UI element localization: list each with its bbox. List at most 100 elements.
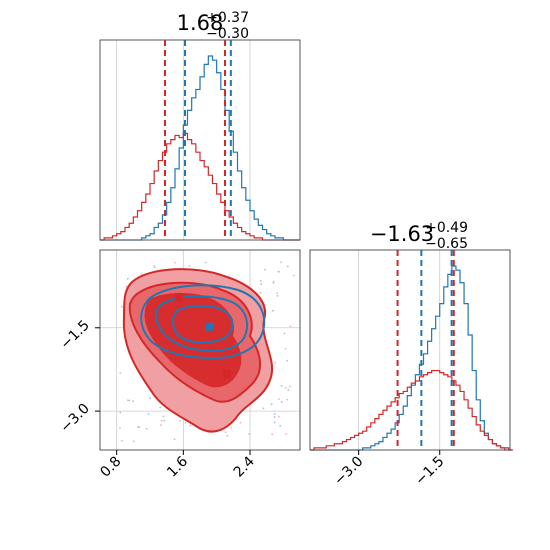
contour-ytick-label: −1.5 (57, 317, 92, 352)
scatter-point (280, 401, 283, 403)
hist2-xtick-label: −3.0 (331, 454, 366, 489)
contour-xtick-label: 2.4 (231, 453, 258, 480)
hist2-series-red (310, 369, 513, 451)
scatter-point (277, 415, 280, 418)
hist1-title-main: 1.68 (177, 11, 224, 35)
scatter-point (147, 413, 150, 416)
scatter-point (226, 434, 229, 437)
scatter-point (276, 292, 279, 295)
contour-ytick-label: −3.0 (57, 401, 92, 436)
scatter-point (283, 332, 286, 335)
scatter-point (188, 264, 191, 267)
scatter-point (264, 268, 266, 271)
contour-xtick-label: 0.8 (97, 454, 124, 481)
hist2-title-main: −1.63 (370, 222, 434, 246)
scatter-point (137, 425, 140, 428)
scatter-point (119, 411, 122, 414)
median-marker (175, 293, 184, 302)
scatter-point (271, 433, 274, 436)
scatter-point (276, 294, 279, 297)
scatter-point (140, 273, 143, 275)
scatter-point (273, 413, 276, 416)
scatter-point (159, 406, 162, 409)
hist2-title: −1.63 (370, 222, 434, 246)
hist1-title-sub: −0.30 (206, 26, 249, 42)
scatter-point (277, 398, 280, 400)
scatter-point (293, 274, 295, 277)
scatter-point (280, 385, 283, 387)
scatter-point (271, 309, 274, 312)
scatter-point (163, 419, 166, 422)
scatter-point (279, 424, 282, 427)
scatter-point (159, 424, 162, 427)
median-marker (222, 369, 231, 378)
scatter-point (126, 399, 129, 402)
scatter-point (272, 281, 275, 284)
scatter-point (120, 305, 123, 308)
scatter-point (145, 427, 148, 430)
scatter-point (287, 389, 290, 391)
blue-contour-mid (154, 295, 249, 352)
scatter-point (239, 421, 242, 424)
scatter-point (289, 325, 292, 328)
scatter-point (273, 421, 276, 424)
scatter-point (286, 265, 289, 268)
scatter-point (128, 399, 131, 402)
scatter-point (284, 387, 287, 389)
blue-contour-inner (172, 304, 234, 344)
hist2-frame (309, 249, 511, 451)
contour-yaxis: −3.0 −1.5 (57, 317, 100, 436)
scatter-point (189, 424, 192, 427)
scatter-point (125, 285, 128, 288)
hist1-frame (99, 39, 301, 241)
hist1-title: 1.68 (177, 11, 224, 35)
hist2-panel (309, 249, 513, 451)
hist2-title-sub: −0.65 (425, 236, 468, 252)
scatter-point (260, 283, 263, 286)
median-marker (206, 322, 214, 331)
scatter-point (277, 270, 280, 273)
scatter-point (259, 279, 262, 282)
scatter-point (149, 397, 152, 399)
scatter-point (132, 400, 135, 403)
scatter-point (274, 361, 277, 364)
hist1-series-blue (100, 55, 300, 241)
contour-xaxis: 0.8 1.6 2.4 (97, 450, 258, 481)
scatter-point (132, 440, 135, 443)
scatter-point (153, 265, 156, 268)
scatter-point (285, 432, 287, 435)
hist2-xaxis: −3.0 −1.5 (331, 450, 448, 489)
scatter-point (286, 398, 288, 401)
contour-frame (99, 249, 301, 451)
scatter-point (259, 291, 262, 294)
scatter-point (162, 415, 165, 418)
hist1-title-sup: +0.37 (206, 10, 249, 26)
scatter-point (286, 359, 289, 362)
scatter-point (270, 403, 273, 406)
scatter-point (204, 261, 207, 264)
scatter-point (179, 419, 181, 422)
scatter-point (126, 277, 129, 280)
scatter-point (121, 439, 123, 442)
scatter-point (262, 407, 265, 410)
scatter-point (174, 261, 176, 264)
scatter-point (280, 261, 283, 264)
scatter-point (224, 431, 227, 434)
scatter-point (184, 422, 187, 424)
hist2-xtick-label: −1.5 (412, 454, 447, 489)
scatter-point (119, 372, 122, 374)
scatter-point (119, 426, 121, 429)
scatter-point (288, 385, 291, 388)
contour-xtick-label: 1.6 (164, 453, 191, 480)
hist1-series-red (100, 132, 300, 241)
scatter-point (230, 427, 233, 429)
scatter-point (160, 419, 163, 422)
blue-contour-outer (140, 284, 266, 360)
hist2-title-sup: +0.49 (425, 220, 468, 236)
scatter-point (284, 347, 287, 350)
hist2-series-blue (310, 265, 513, 451)
hist1-panel (99, 39, 301, 241)
scatter-point (273, 416, 276, 418)
contour-panel (100, 250, 300, 450)
